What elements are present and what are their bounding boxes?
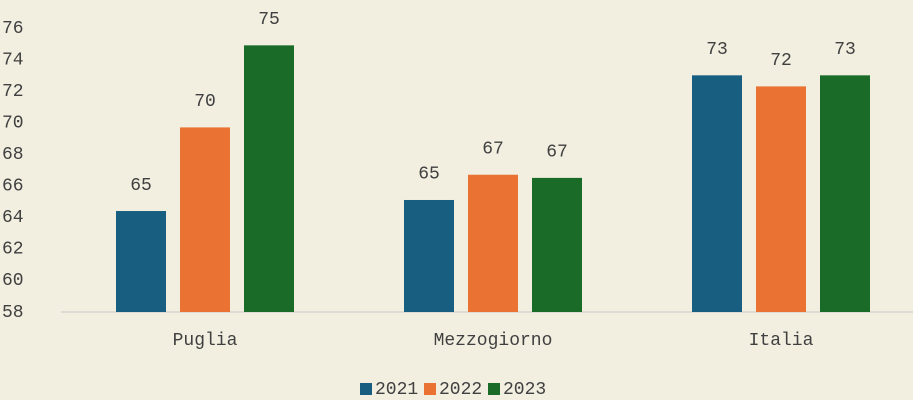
legend-label: 2023 bbox=[503, 380, 546, 400]
y-tick-label: 58 bbox=[2, 303, 24, 323]
bar bbox=[244, 45, 294, 312]
y-tick-label: 66 bbox=[2, 177, 24, 197]
data-label: 70 bbox=[194, 92, 216, 112]
y-tick-label: 64 bbox=[2, 208, 24, 228]
y-tick-label: 60 bbox=[2, 271, 24, 291]
y-tick-label: 74 bbox=[2, 50, 24, 70]
bar bbox=[532, 177, 582, 312]
x-tick-label: Italia bbox=[749, 331, 814, 351]
legend-swatch bbox=[424, 383, 436, 395]
bar bbox=[468, 174, 518, 312]
legend-label: 2022 bbox=[439, 380, 482, 400]
bar bbox=[180, 127, 230, 313]
x-tick-label: Puglia bbox=[173, 331, 238, 351]
bar bbox=[404, 199, 454, 312]
x-tick-label: Mezzogiorno bbox=[434, 331, 553, 351]
y-tick-label: 72 bbox=[2, 82, 24, 102]
legend-swatch bbox=[360, 383, 372, 395]
bar bbox=[820, 75, 870, 312]
data-label: 67 bbox=[482, 139, 504, 159]
bar bbox=[116, 211, 166, 312]
data-label: 75 bbox=[258, 10, 280, 30]
y-tick-label: 70 bbox=[2, 113, 24, 133]
bar bbox=[756, 86, 806, 312]
y-tick-label: 68 bbox=[2, 145, 24, 165]
data-label: 73 bbox=[706, 40, 728, 60]
bar bbox=[692, 75, 742, 312]
data-label: 73 bbox=[834, 40, 856, 60]
legend-label: 2021 bbox=[375, 380, 418, 400]
y-tick-label: 62 bbox=[2, 240, 24, 260]
legend-swatch bbox=[488, 383, 500, 395]
data-label: 65 bbox=[418, 165, 440, 185]
data-label: 67 bbox=[546, 143, 568, 163]
data-label: 72 bbox=[770, 51, 792, 71]
data-label: 65 bbox=[130, 176, 152, 196]
y-tick-label: 76 bbox=[2, 19, 24, 39]
